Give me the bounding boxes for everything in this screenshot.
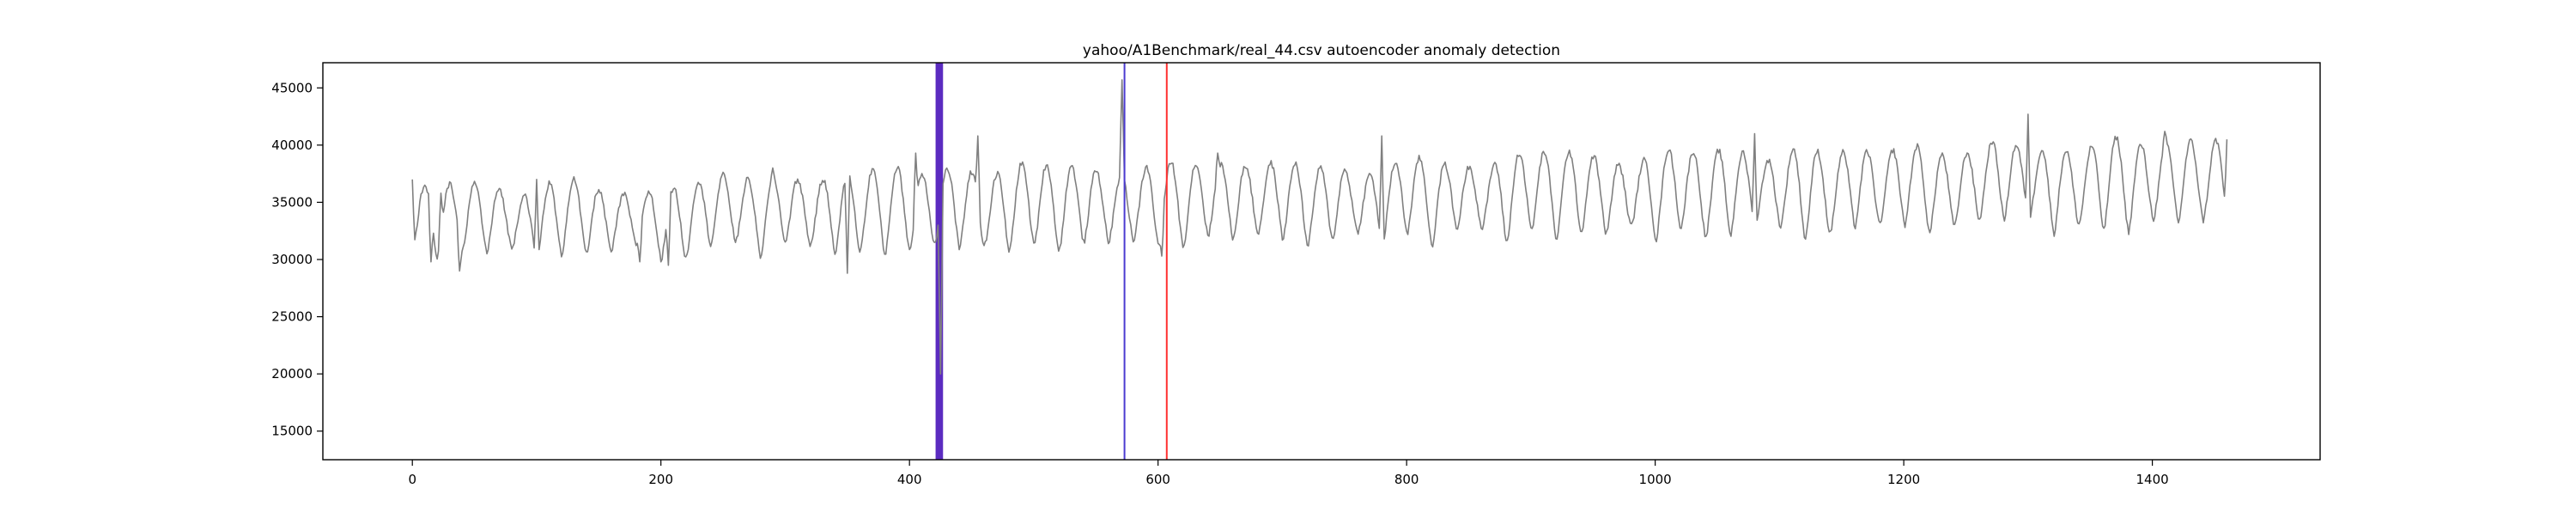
x-tick-label: 0 bbox=[408, 472, 416, 487]
x-tick-label: 1000 bbox=[1639, 472, 1672, 487]
x-tick-label: 800 bbox=[1394, 472, 1419, 487]
vertical-lines bbox=[1123, 63, 1168, 460]
series-line bbox=[411, 79, 2228, 375]
series-layer bbox=[411, 79, 2228, 375]
y-tick-label: 30000 bbox=[271, 252, 313, 267]
y-axis: 15000 20000 25000 30000 35000 40000 45000 bbox=[271, 80, 323, 439]
x-tick-label: 200 bbox=[648, 472, 673, 487]
plot-area bbox=[411, 63, 2228, 460]
x-tick-label: 1200 bbox=[1887, 472, 1920, 487]
y-tick-label: 20000 bbox=[271, 366, 313, 382]
y-tick-label: 40000 bbox=[271, 137, 313, 153]
y-tick-label: 15000 bbox=[271, 424, 313, 439]
x-tick-label: 600 bbox=[1145, 472, 1170, 487]
x-axis: 0 200 400 600 800 1000 1200 1400 bbox=[408, 460, 2169, 487]
y-tick-label: 45000 bbox=[271, 80, 313, 95]
chart-title: yahoo/A1Benchmark/real_44.csv autoencode… bbox=[1083, 42, 1560, 59]
plot-frame bbox=[322, 62, 2321, 461]
x-tick-label: 400 bbox=[897, 472, 922, 487]
x-tick-label: 1400 bbox=[2136, 472, 2169, 487]
y-tick-label: 35000 bbox=[271, 194, 313, 210]
y-tick-label: 25000 bbox=[271, 309, 313, 325]
